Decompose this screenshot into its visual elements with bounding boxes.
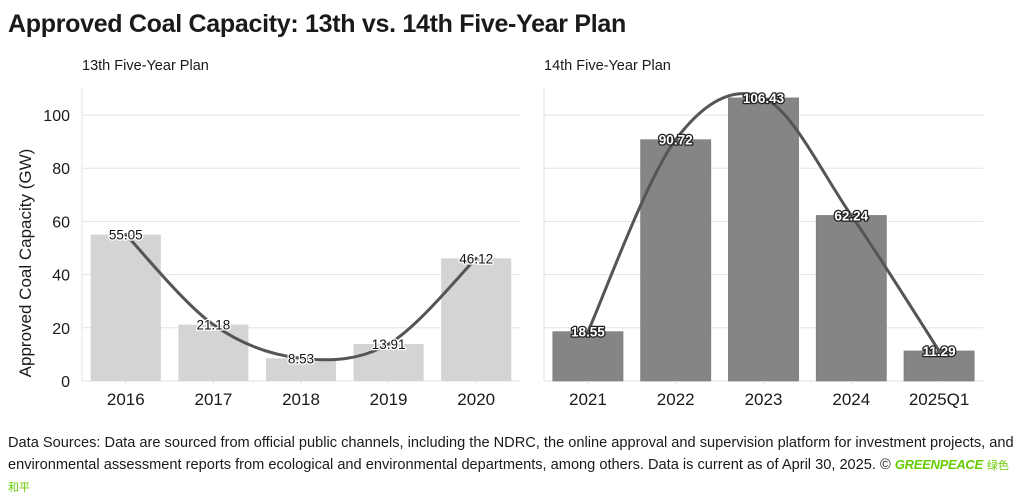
data-label-2017: 21.18	[197, 318, 231, 333]
data-label-2022: 90.72	[659, 133, 693, 148]
data-label-2019: 13.91	[372, 337, 406, 352]
y-tick-label: 40	[52, 268, 70, 285]
data-label-2023: 106.43	[743, 91, 785, 106]
data-label-2024: 62.24	[834, 208, 868, 223]
data-label-2018: 8.53	[288, 351, 314, 366]
x-tick-label: 2016	[107, 390, 145, 409]
bar-2019	[353, 343, 424, 381]
y-tick-label: 20	[52, 321, 70, 338]
panel-title-13th: 13th Five-Year Plan	[82, 58, 209, 74]
y-tick-label: 60	[52, 214, 70, 231]
trend-line	[586, 92, 941, 353]
bar-2024	[815, 215, 887, 382]
data-sources-note: Data Sources: Data are sourced from offi…	[8, 433, 1018, 499]
bar-2018	[265, 358, 337, 381]
x-tick-label: 2022	[657, 390, 695, 409]
x-tick-label: 2019	[370, 390, 408, 409]
greenpeace-logo-cn: 绿色和平	[8, 460, 1009, 494]
chart-canvas: Approved Coal Capacity (GW) 0 20 40 60 80 100…	[16, 88, 983, 409]
x-tick-label: 2021	[569, 390, 607, 409]
x-tick-label: 2020	[457, 390, 495, 409]
bar-2021	[552, 331, 624, 382]
y-tick-label: 80	[52, 161, 70, 178]
footer-text: Data Sources: Data are sourced from offi…	[8, 435, 1014, 473]
bar-2016	[90, 234, 161, 381]
y-tick-label: 100	[43, 108, 70, 125]
x-tick-label: 2024	[832, 390, 870, 409]
data-label-2025Q1: 11.29	[923, 344, 956, 359]
greenpeace-logo: GREENPEACE	[894, 457, 983, 472]
bar-2025Q1	[903, 350, 975, 382]
bar-2020	[441, 258, 512, 381]
y-tick-label: 0	[61, 374, 70, 391]
data-label-2021: 18.55	[571, 325, 605, 340]
panel-14th-plan: 2021 2022 2023 2024 2025Q1 18.55 90.72 106.43 62…	[543, 88, 983, 409]
trend-line	[124, 233, 478, 362]
bar-2022	[640, 139, 712, 382]
chart-title: Approved Coal Capacity: 13th vs. 14th Fi…	[8, 10, 626, 38]
panel-13th-plan: 0 20 40 60 80 100 2016 2017 2018 2019 2020 55.05 21.…	[43, 88, 520, 409]
bar-2017	[178, 324, 249, 381]
panel-title-14th: 14th Five-Year Plan	[544, 58, 671, 74]
data-label-2016: 55.05	[109, 228, 143, 243]
y-axis-label: Approved Coal Capacity (GW)	[16, 149, 35, 378]
x-tick-label: 2018	[282, 390, 320, 409]
data-label-2020: 46.12	[459, 251, 493, 266]
x-tick-label: 2025Q1	[909, 390, 970, 409]
x-tick-label: 2017	[194, 390, 232, 409]
bar-2023	[728, 97, 799, 382]
x-tick-label: 2023	[745, 390, 783, 409]
